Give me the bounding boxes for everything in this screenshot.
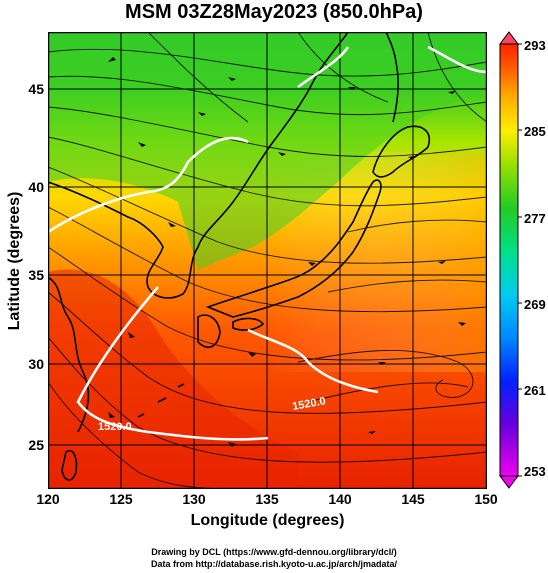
y-tick-label: 40	[28, 179, 44, 195]
contour-label: 1520.0	[291, 395, 326, 413]
credit-data: Data from http://database.rish.kyoto-u.a…	[150, 559, 398, 569]
y-tick-label: 30	[28, 356, 44, 372]
plot-frame	[48, 32, 487, 489]
x-tick-label: 130	[182, 491, 206, 507]
x-tick-label: 140	[328, 491, 352, 507]
wind-arrows	[108, 57, 466, 447]
x-tick-label: 120	[36, 491, 60, 507]
colorbar-gradient	[499, 43, 519, 477]
y-tick-label: 25	[28, 437, 44, 453]
x-tick-label: 135	[255, 491, 279, 507]
coastlines	[48, 32, 430, 481]
colorbar-ticks	[518, 43, 522, 477]
colorbar-min-arrow	[499, 475, 519, 489]
y-tick-label: 35	[28, 267, 44, 283]
x-tick-label: 125	[109, 491, 133, 507]
colorbar-tick-label: 261	[524, 383, 546, 398]
colorbar	[494, 30, 524, 490]
credit-drawing: Drawing by DCL (https://www.gfd-dennou.o…	[151, 547, 397, 557]
x-axis-label: Longitude (degrees)	[190, 512, 345, 529]
y-axis-label: Latitude (degrees)	[6, 191, 23, 331]
wind-streamlines	[48, 32, 487, 489]
colorbar-tick-label: 293	[524, 38, 546, 53]
warm-airmass	[48, 269, 298, 489]
y-tick-label: 45	[28, 81, 44, 97]
colorbar-tick-label: 269	[524, 297, 546, 312]
colorbar-max-arrow	[499, 31, 519, 45]
colorbar-svg	[499, 31, 522, 489]
x-tick-label: 145	[401, 491, 425, 507]
height-contours	[48, 45, 487, 441]
map-svg: 1520.0 1520.0	[48, 32, 487, 489]
x-tick-label: 150	[474, 491, 498, 507]
graticule	[48, 32, 487, 489]
colorbar-tick-label: 253	[524, 464, 546, 479]
colorbar-tick-label: 277	[524, 211, 546, 226]
map-panel: 1520.0 1520.0	[48, 32, 487, 489]
contour-label: 1520.0	[98, 421, 132, 433]
colorbar-tick-label: 285	[524, 124, 546, 139]
plot-title: MSM 03Z28May2023 (850.0hPa)	[125, 1, 423, 23]
